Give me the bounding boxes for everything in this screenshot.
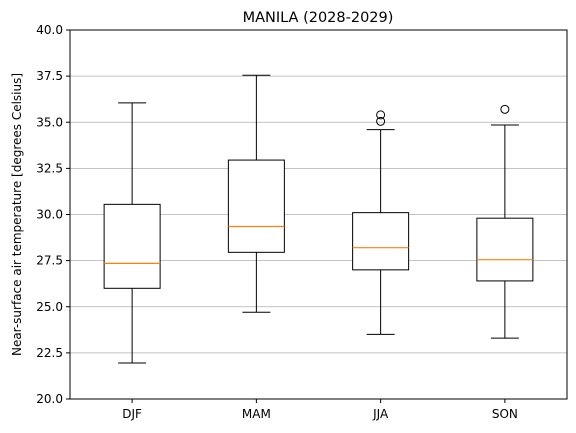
x-tick-label: MAM [242, 407, 271, 421]
x-axis: DJF MAM JJA SON [122, 399, 518, 421]
y-tick-label: 32.5 [36, 161, 63, 175]
x-tick-label: SON [492, 407, 518, 421]
iqr-box [352, 212, 410, 271]
iqr-box [476, 217, 534, 282]
boxes [103, 74, 534, 364]
box-djf [103, 102, 161, 364]
outlier-point [376, 116, 386, 126]
y-axis-label: Near-surface air temperature [degrees Ce… [10, 73, 24, 356]
y-axis: 20.0 22.5 25.0 27.5 30.0 32.5 35.0 37.5 40.0 [36, 23, 70, 406]
outlier-point [500, 104, 510, 114]
y-tick-label: 25.0 [36, 300, 63, 314]
x-tick-label: DJF [122, 407, 142, 421]
chart-title: MANILA (2028-2029) [243, 10, 394, 26]
box-jja [352, 110, 410, 335]
y-tick-label: 22.5 [36, 346, 63, 360]
iqr-box [103, 203, 161, 289]
iqr-box [227, 159, 285, 253]
y-tick-label: 27.5 [36, 254, 63, 268]
outlier-point [376, 110, 386, 120]
y-tick-label: 37.5 [36, 69, 63, 83]
y-tick-label: 30.0 [36, 208, 63, 222]
box-mam [227, 74, 285, 313]
y-tick-label: 20.0 [36, 392, 63, 406]
y-tick-label: 35.0 [36, 115, 63, 129]
x-tick-label: JJA [372, 407, 389, 421]
box-son [476, 104, 534, 339]
y-tick-label: 40.0 [36, 23, 63, 37]
